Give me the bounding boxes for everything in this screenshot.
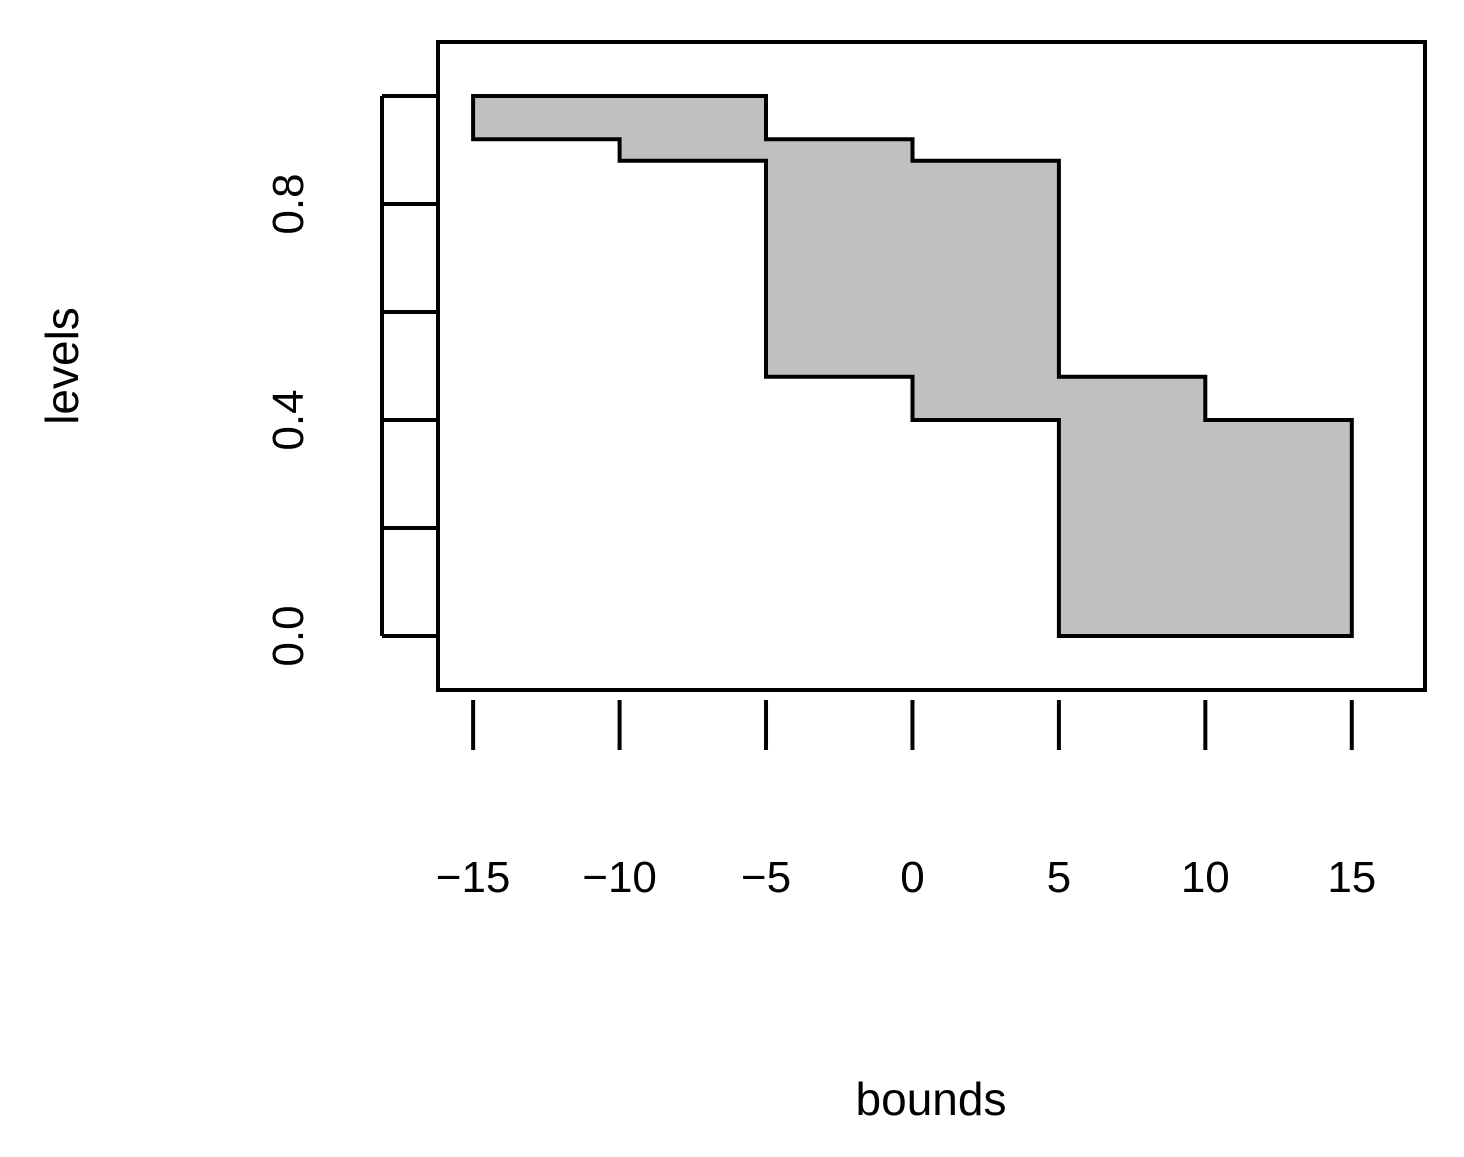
bands-layer: [471, 94, 1354, 638]
x-tick-label: −5: [741, 853, 791, 902]
x-tick-label: −10: [582, 853, 657, 902]
y-axis: 0.0 0.4 0.8: [264, 94, 438, 667]
y-axis-title: levels: [36, 307, 88, 425]
confidence-band: [471, 94, 1354, 638]
x-axis: −15 −10 −5 0 5 10 15: [436, 700, 1376, 902]
x-tick-label: 5: [1047, 853, 1071, 902]
x-tick-label: 0: [900, 853, 924, 902]
x-tick-label: 10: [1181, 853, 1230, 902]
y-tick-label: 0.4: [264, 389, 313, 450]
x-axis-title: bounds: [856, 1073, 1007, 1125]
x-tick-label: −15: [436, 853, 511, 902]
y-tick-label: 0.8: [264, 173, 313, 234]
plot-frame: [436, 40, 1427, 692]
y-tick-label: 0.0: [264, 605, 313, 666]
x-tick-label: 15: [1327, 853, 1376, 902]
